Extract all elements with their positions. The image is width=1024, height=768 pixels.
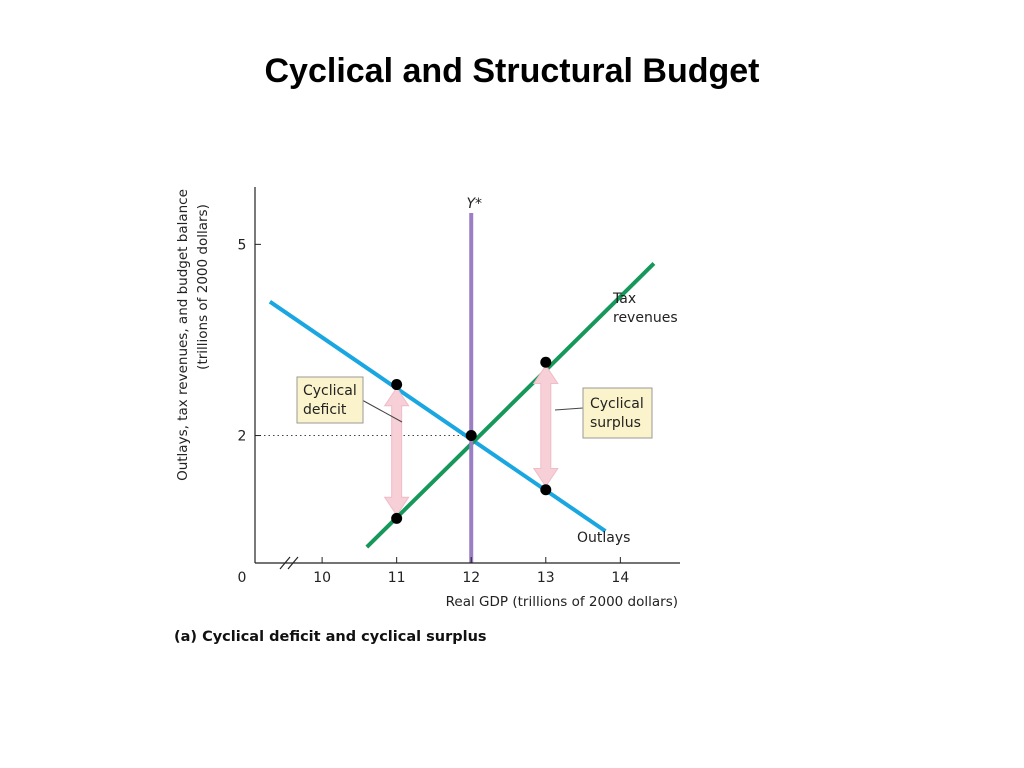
cyclical-deficit-leader bbox=[361, 399, 403, 423]
outlays-label: Outlays bbox=[577, 530, 630, 546]
tax-revenues-line bbox=[365, 262, 656, 549]
chart-caption: (a) Cyclical deficit and cyclical surplu… bbox=[174, 629, 487, 645]
cyclical-deficit-line-2: deficit bbox=[303, 402, 347, 418]
y-tick-label-2: 2 bbox=[238, 429, 247, 445]
data-point-3 bbox=[540, 356, 552, 368]
cyclical-deficit-line-1: Cyclical bbox=[303, 383, 357, 399]
tax-revenues-label-line-1: Tax bbox=[612, 291, 636, 307]
slide-title: Cyclical and Structural Budget bbox=[264, 52, 760, 90]
origin-label: 0 bbox=[238, 570, 247, 586]
cyclical-surplus-leader bbox=[554, 407, 584, 411]
potential-gdp-label: Y* bbox=[466, 196, 482, 212]
data-point-0 bbox=[391, 379, 403, 391]
data-point-2 bbox=[465, 430, 477, 442]
data-point-1 bbox=[391, 512, 403, 524]
tax-revenues-label-line-2: revenues bbox=[613, 310, 678, 326]
cyclical-surplus-arrow bbox=[532, 364, 559, 488]
x-tick-label-12: 12 bbox=[462, 570, 480, 586]
y-axis-label-line-2: (trillions of 2000 dollars) bbox=[195, 204, 211, 370]
x-tick-label-13: 13 bbox=[537, 570, 555, 586]
x-axis-label: Real GDP (trillions of 2000 dollars) bbox=[446, 594, 678, 610]
cyclical-deficit-box bbox=[296, 376, 364, 424]
y-axis-label-line-1: Outlays, tax revenues, and budget balanc… bbox=[175, 189, 191, 481]
x-tick-label-14: 14 bbox=[611, 570, 629, 586]
x-tick-label-11: 11 bbox=[388, 570, 406, 586]
cyclical-surplus-annotation: Cyclical surplus bbox=[554, 387, 653, 439]
cyclical-surplus-line-1: Cyclical bbox=[590, 396, 644, 412]
cyclical-deficit-annotation: Cyclical deficit bbox=[296, 376, 403, 424]
cyclical-surplus-box bbox=[582, 387, 653, 439]
axis-break-icon bbox=[279, 556, 299, 570]
cyclical-surplus-line-2: surplus bbox=[590, 415, 641, 431]
y-tick-label-5: 5 bbox=[238, 237, 247, 253]
data-point-4 bbox=[540, 484, 552, 496]
cyclical-deficit-arrow bbox=[383, 386, 410, 517]
x-tick-label-10: 10 bbox=[313, 570, 331, 586]
